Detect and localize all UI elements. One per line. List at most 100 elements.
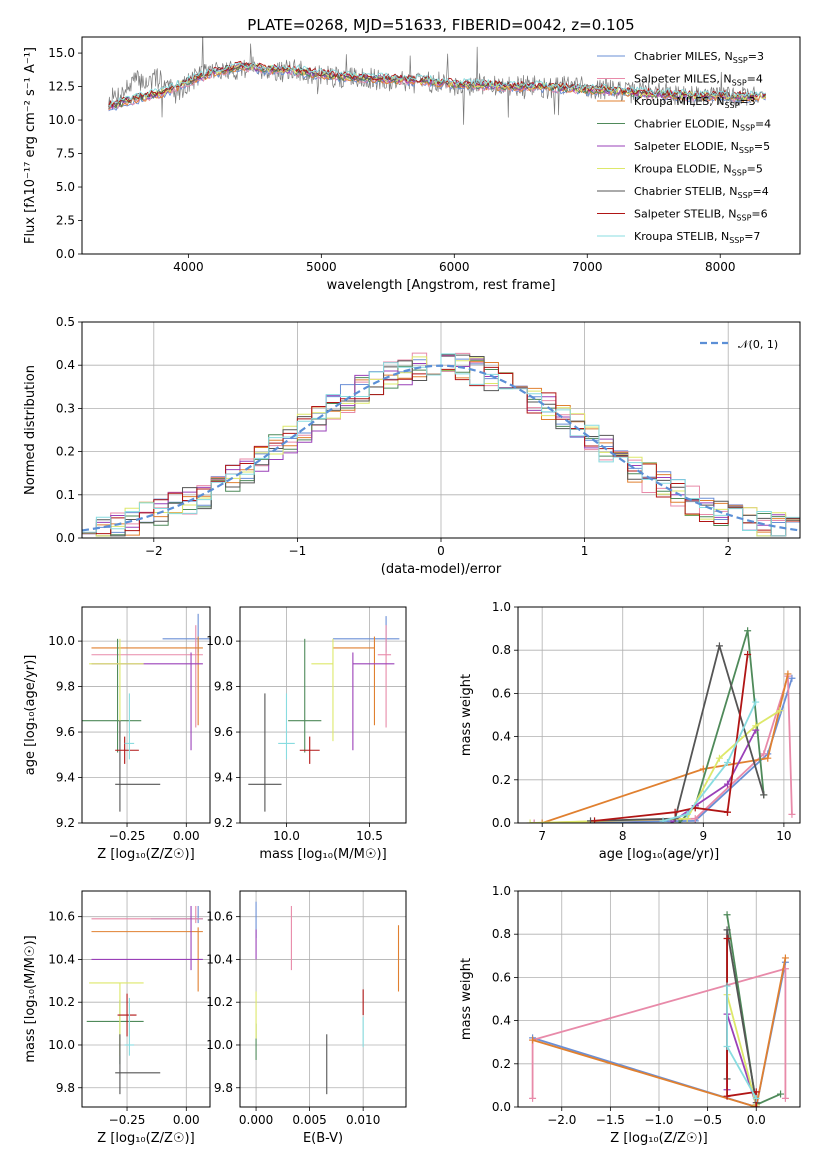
gaussian-curve: [82, 364, 800, 532]
y-tick-label: 0.3: [56, 401, 75, 415]
x-tick-label: −1.5: [596, 1113, 625, 1127]
legend-subscript: SSP: [738, 191, 753, 200]
series-marker: [784, 670, 792, 678]
x-tick-label: −0.25: [109, 829, 146, 843]
y-tick-label: 0.1: [56, 488, 75, 502]
x-tick-label: 2: [724, 544, 732, 558]
panel-age-vs-Z: −0.25 0.00 9.2 9.4 9.6 9.8 10.0 Z [log₁₀(Z/Z☉)]…: [23, 606, 211, 862]
series-marker: [671, 808, 679, 816]
errorbar-point: [115, 736, 139, 764]
x-tick-label: −1.0: [644, 1113, 673, 1127]
series-marker: [781, 1094, 789, 1102]
legend: 𝒩(0, 1): [700, 338, 778, 351]
plot-area: [82, 352, 800, 537]
y-axis-label: mass weight: [459, 958, 474, 1040]
errorbar-point: [89, 638, 144, 742]
x-tick-label: 0.0: [747, 1113, 766, 1127]
x-tick-label: 0: [437, 544, 445, 558]
legend-entry: Kroupa ELODIE, NSSP=5: [634, 163, 763, 178]
series-line: [541, 673, 789, 823]
x-tick-label: 0.00: [173, 829, 200, 843]
series-marker: [752, 1088, 760, 1096]
series-marker: [760, 791, 768, 799]
y-tick-label: 0.8: [492, 643, 511, 657]
errorbar-point: [117, 993, 137, 1037]
axes-frame: [81, 321, 801, 539]
x-tick-label: 6000: [439, 260, 470, 274]
y-tick-label: 10.0: [206, 1038, 233, 1052]
axes-frame: [517, 890, 801, 1108]
panel-mass-vs-EBV: 0.000 0.005 0.010 9.8 10.0 10.2 10.4 10.6 E(B-V): [206, 890, 407, 1146]
series-marker: [723, 1092, 731, 1100]
series-marker: [675, 819, 683, 823]
x-tick-label: −0.25: [109, 1113, 146, 1127]
series-line: [662, 701, 757, 822]
axes-frame: [81, 890, 211, 1108]
plot-area: [248, 616, 400, 812]
y-tick-label: 10.2: [48, 995, 75, 1009]
x-tick-label: −0.5: [693, 1113, 722, 1127]
y-tick-label: 9.6: [214, 725, 233, 739]
errorbar-point: [288, 638, 322, 753]
errorbar-point: [377, 625, 392, 728]
series-marker: [752, 1094, 760, 1102]
y-tick-label: 0.0: [56, 531, 75, 545]
axes-frame: [81, 36, 801, 255]
legend-entry: Chabrier MILES, NSSP=3: [634, 50, 764, 65]
x-axis-label: Z [log₁₀(Z/Z☉)]: [97, 847, 194, 862]
series-marker: [691, 815, 699, 823]
y-axis-label: age [log₁₀(age/yr)]: [23, 655, 38, 776]
series-marker: [723, 759, 731, 767]
errorbar-point: [91, 905, 203, 924]
errorbar-point: [115, 720, 161, 812]
observed-spectrum: [108, 37, 760, 125]
series-line: [590, 644, 765, 822]
y-axis-label: Flux [fλ10⁻¹⁷ erg cm⁻² s⁻¹ A⁻¹]: [23, 47, 38, 244]
errorbar-point: [299, 736, 320, 764]
legend-entry: Chabrier ELODIE, NSSP=4: [634, 118, 771, 133]
y-tick-label: 9.4: [214, 771, 233, 785]
x-axis-label: E(B-V): [303, 1131, 343, 1146]
series-line: [530, 709, 781, 823]
series-line: [594, 653, 749, 822]
series-marker: [529, 1094, 537, 1102]
errorbar-point: [86, 1000, 144, 1065]
errorbar-point: [150, 905, 203, 924]
y-tick-label: 0.2: [56, 445, 75, 459]
y-tick-label: 0.6: [492, 970, 511, 984]
y-tick-label: 9.8: [56, 680, 75, 694]
legend-subscript: SSP: [736, 214, 751, 223]
errorbar-point: [91, 636, 203, 726]
series-line: [531, 967, 787, 1099]
x-tick-label: 7: [538, 829, 546, 843]
x-tick-label: 9: [699, 829, 707, 843]
series-marker: [591, 817, 599, 823]
legend-equals: =3: [739, 95, 755, 108]
legend-subscript: SSP: [732, 169, 747, 178]
y-tick-label: 10.4: [48, 952, 75, 966]
x-tick-label: 4000: [173, 260, 204, 274]
errorbar-point: [124, 693, 135, 760]
y-tick-label: 0.2: [492, 773, 511, 787]
x-tick-label: 0.00: [173, 1113, 200, 1127]
series-marker: [788, 810, 796, 818]
legend-entry: Salpeter STELIB, NSSP=6: [634, 208, 768, 223]
series-marker: [744, 651, 752, 659]
panel-massweight-vs-age: 7 8 9 10 0.0 0.2 0.4 0.6 0.8 1.0 age [log₁₀(age/yr…: [459, 600, 801, 862]
legend-entry: 𝒩(0, 1): [738, 338, 778, 351]
y-tick-label: 0.0: [492, 816, 511, 830]
series-line: [726, 994, 758, 1106]
plot-area: [86, 905, 203, 1095]
y-tick-label: 5.0: [56, 180, 75, 194]
legend-equals: =6: [751, 208, 767, 221]
legend-entry: Salpeter ELODIE, NSSP=5: [634, 140, 770, 155]
axes-frame: [239, 606, 407, 824]
errorbar-point: [332, 636, 376, 726]
y-tick-label: 10.0: [48, 634, 75, 648]
series-line: [534, 678, 793, 823]
series-marker: [723, 1043, 731, 1051]
legend-subscript: SSP: [732, 79, 747, 88]
series-marker: [723, 926, 731, 934]
series-marker: [723, 982, 731, 990]
series-marker: [752, 698, 760, 706]
